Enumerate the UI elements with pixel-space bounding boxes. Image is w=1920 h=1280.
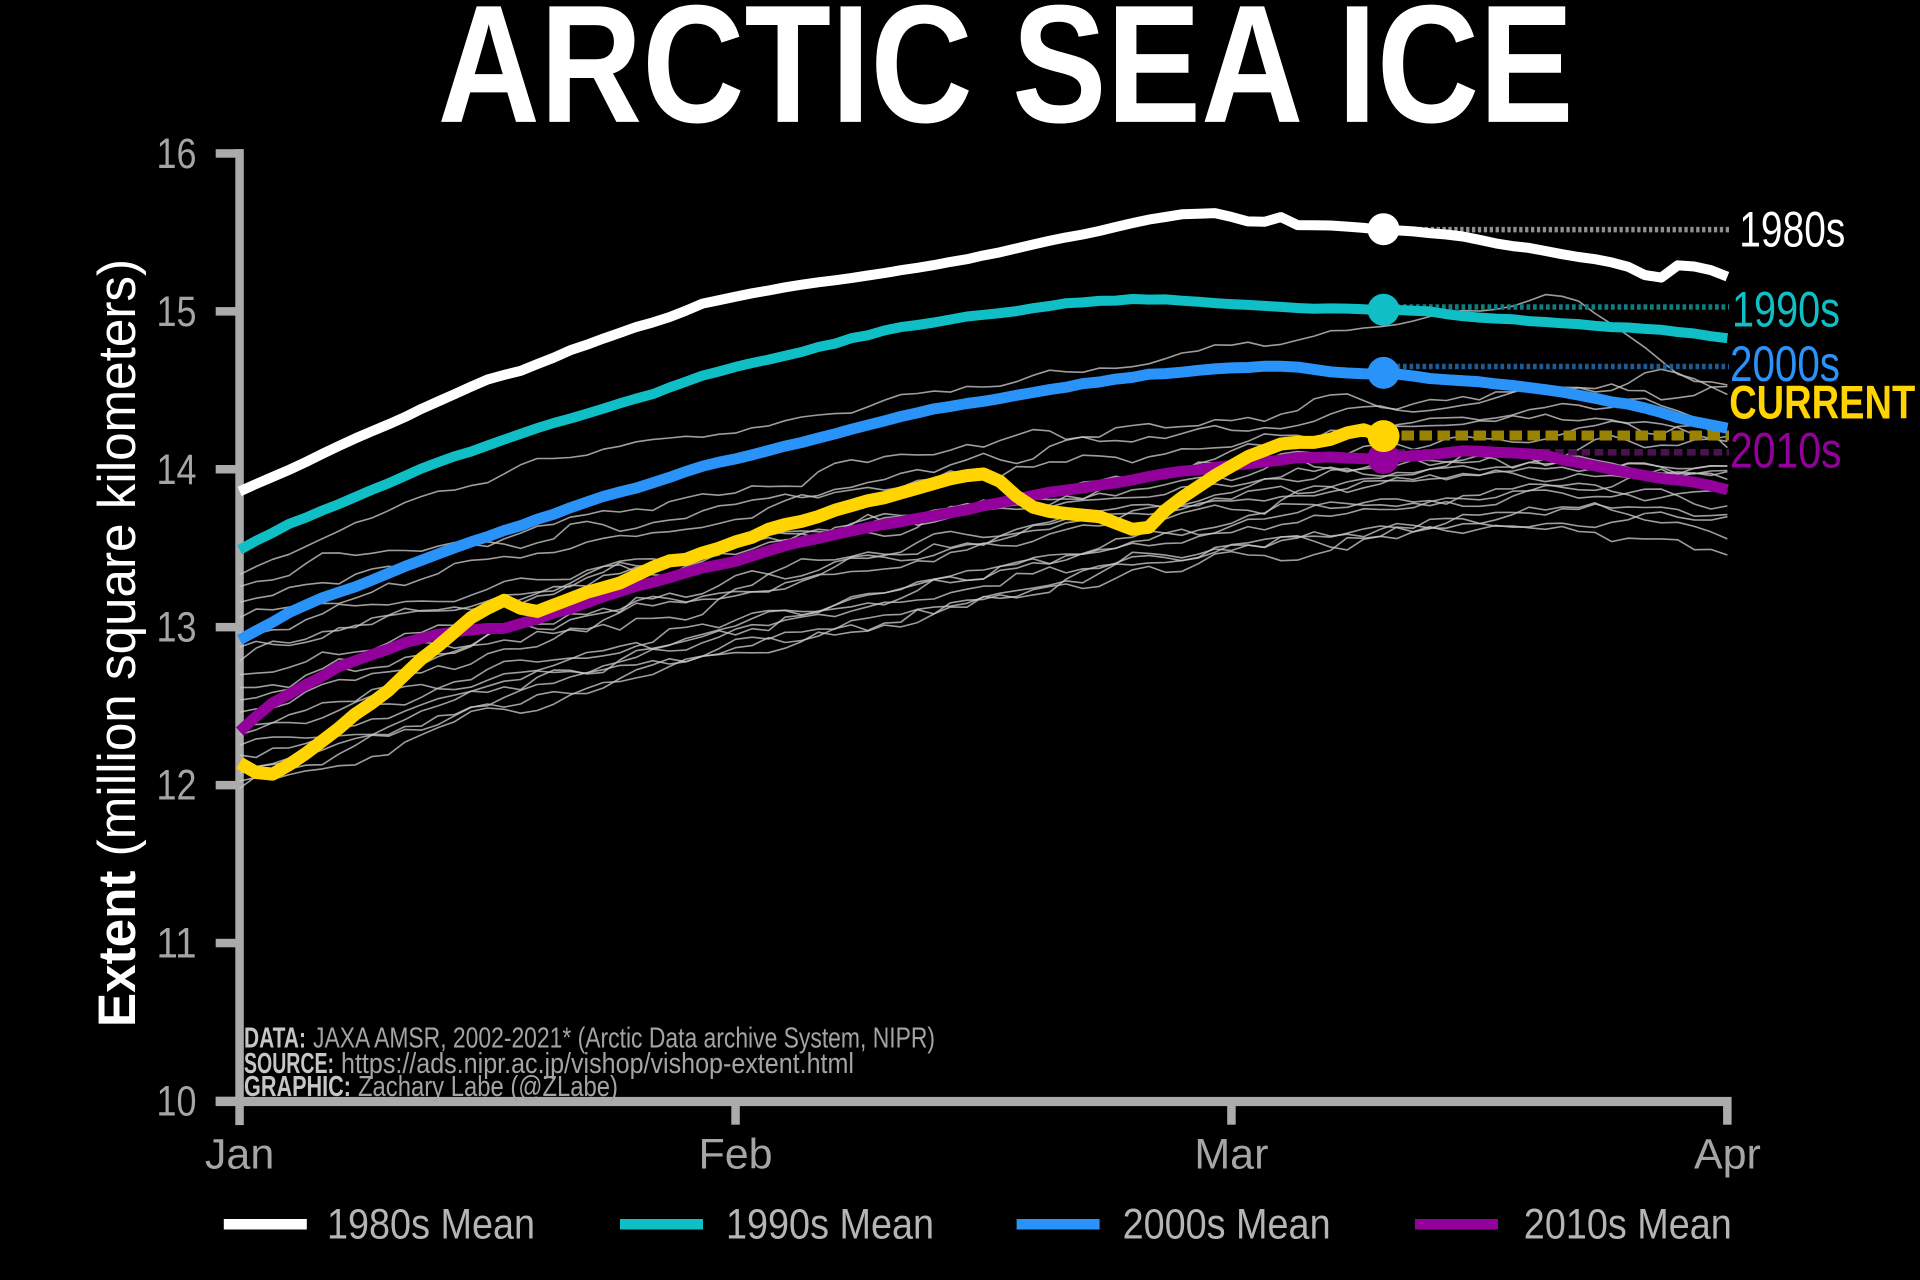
svg-text:1990s Mean: 1990s Mean bbox=[726, 1202, 934, 1249]
svg-text:Feb: Feb bbox=[698, 1131, 772, 1179]
svg-text:13: 13 bbox=[157, 604, 197, 652]
svg-text:2010s Mean: 2010s Mean bbox=[1524, 1202, 1732, 1249]
svg-text:CURRENT: CURRENT bbox=[1729, 376, 1915, 429]
svg-text:Apr: Apr bbox=[1694, 1131, 1761, 1179]
svg-text:12: 12 bbox=[157, 762, 197, 810]
svg-text:1980s Mean: 1980s Mean bbox=[327, 1202, 535, 1249]
svg-text:Extent (million square kilomet: Extent (million square kilometers) bbox=[88, 259, 147, 1027]
svg-text:GRAPHIC:: GRAPHIC: bbox=[244, 1071, 351, 1103]
svg-text:https://ads.nipr.ac.jp/vishop/: https://ads.nipr.ac.jp/vishop/vishop-ext… bbox=[341, 1048, 854, 1080]
svg-text:JAXA AMSR, 2002-2021* (Arctic: JAXA AMSR, 2002-2021* (Arctic Data archi… bbox=[313, 1023, 935, 1055]
svg-text:ARCTIC SEA ICE: ARCTIC SEA ICE bbox=[438, 0, 1574, 158]
svg-text:1980s: 1980s bbox=[1739, 201, 1845, 257]
svg-text:DATA:: DATA: bbox=[244, 1023, 306, 1055]
svg-text:1990s: 1990s bbox=[1732, 281, 1840, 337]
svg-text:2000s: 2000s bbox=[1730, 336, 1840, 392]
svg-text:16: 16 bbox=[157, 130, 197, 178]
svg-text:Zachary Labe (@ZLabe): Zachary Labe (@ZLabe) bbox=[358, 1071, 618, 1103]
svg-text:Jan: Jan bbox=[205, 1131, 274, 1179]
svg-text:10: 10 bbox=[157, 1078, 197, 1126]
svg-text:14: 14 bbox=[157, 446, 197, 494]
svg-text:15: 15 bbox=[157, 288, 197, 336]
svg-text:2000s Mean: 2000s Mean bbox=[1123, 1202, 1331, 1249]
svg-text:11: 11 bbox=[157, 920, 197, 968]
svg-text:Mar: Mar bbox=[1194, 1131, 1268, 1179]
svg-text:2010s: 2010s bbox=[1730, 423, 1842, 479]
svg-text:SOURCE:: SOURCE: bbox=[244, 1048, 334, 1080]
